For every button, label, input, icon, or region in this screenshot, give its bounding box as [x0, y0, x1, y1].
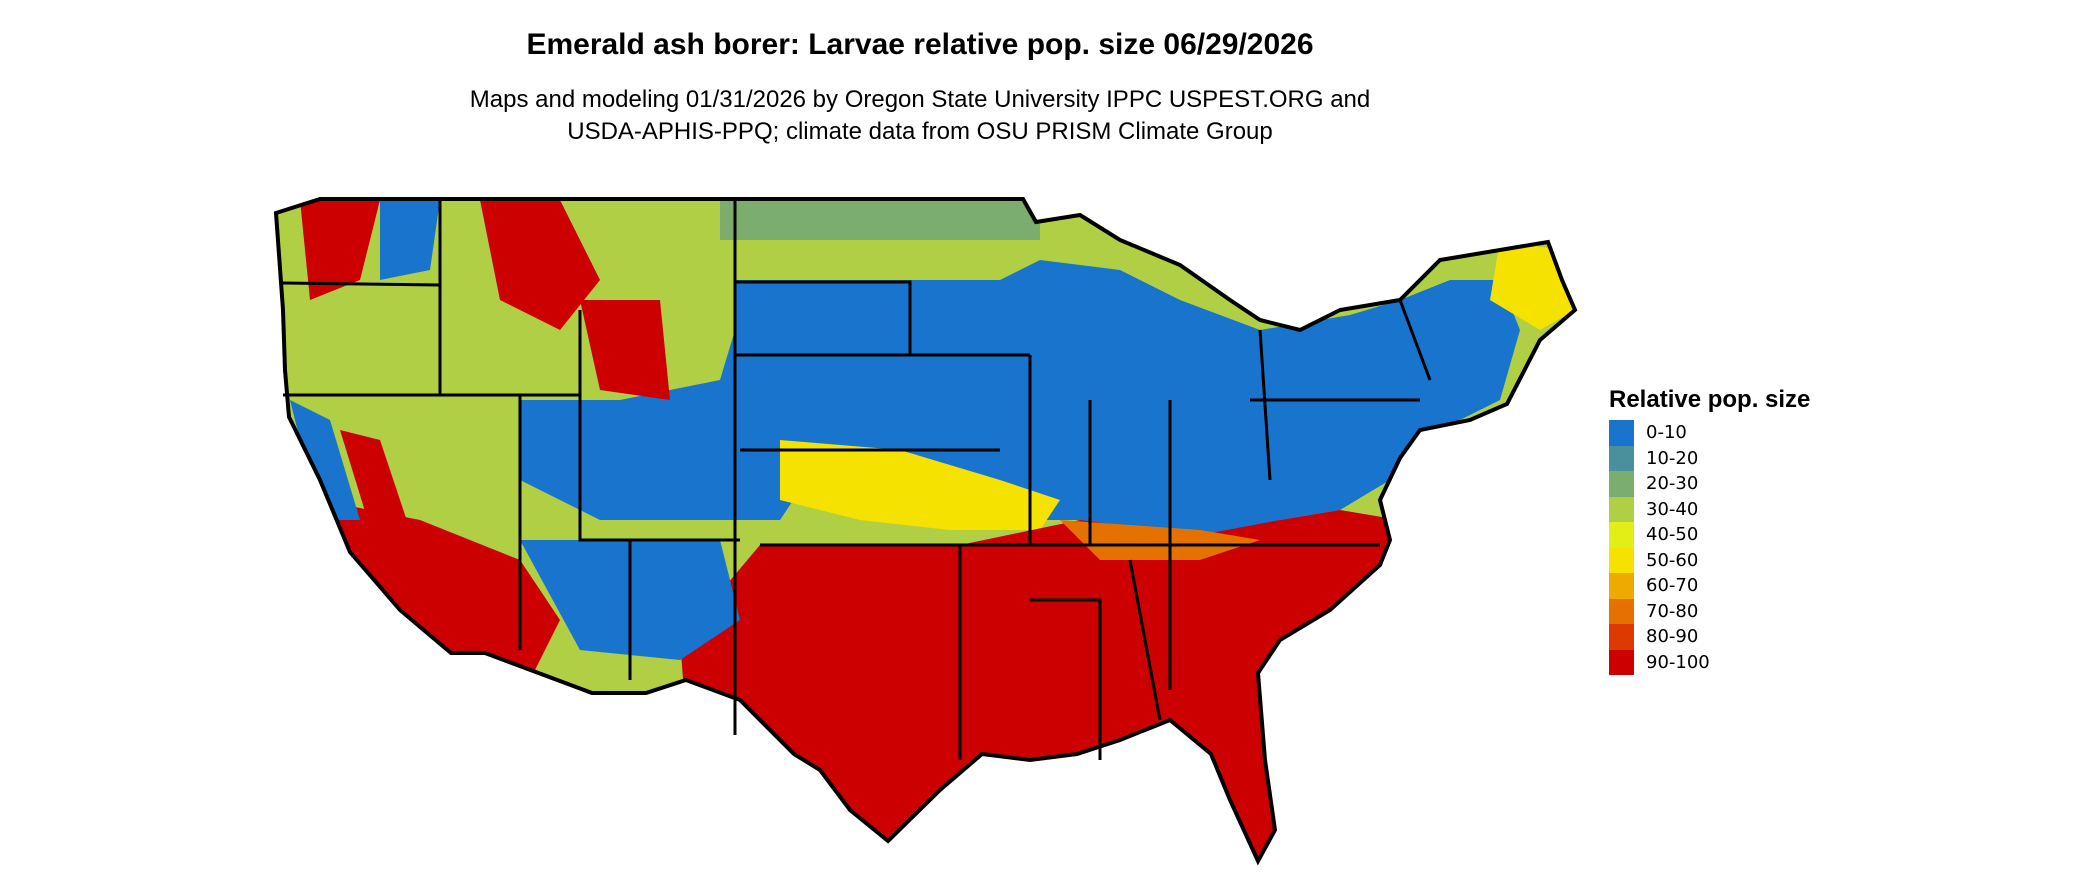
legend-item: 60-70 [1609, 573, 1810, 599]
legend-label: 60-70 [1646, 575, 1699, 597]
legend-swatch [1609, 445, 1634, 471]
legend-swatch [1609, 573, 1634, 599]
legend-item: 70-80 [1609, 598, 1810, 624]
legend-swatch [1609, 624, 1634, 650]
region-50-60-plains [780, 440, 1060, 530]
region-0-10-northwest [380, 200, 440, 280]
legend: Relative pop. size 0-10 10-20 20-30 30-40 40… [1609, 386, 1810, 675]
region-90-100-idaho [480, 200, 600, 330]
region-0-10-west [520, 400, 720, 520]
region-90-100-cascades [300, 200, 380, 300]
region-70-80 [1060, 520, 1260, 560]
legend-label: 80-90 [1646, 626, 1699, 648]
legend-swatch [1609, 420, 1634, 446]
legend-title: Relative pop. size [1609, 386, 1811, 413]
region-20-30-north [720, 199, 1040, 240]
region-90-100-central-valley [340, 430, 420, 560]
legend-label: 0-10 [1646, 422, 1687, 444]
legend-item: 50-60 [1609, 547, 1810, 573]
legend-item: 30-40 [1609, 496, 1810, 522]
region-90-100-south [680, 510, 1420, 861]
legend-label: 10-20 [1646, 447, 1699, 469]
legend-label: 20-30 [1646, 473, 1699, 495]
region-0-10-california-coast [290, 400, 360, 520]
legend-swatch [1609, 496, 1634, 522]
legend-swatch [1609, 522, 1634, 548]
legend-swatch [1609, 598, 1634, 624]
legend-label: 40-50 [1646, 524, 1699, 546]
region-90-100-wyoming [580, 300, 670, 400]
state-borders [282, 199, 1432, 760]
map-subtitle-line-1: Maps and modeling 01/31/2026 by Oregon S… [469, 86, 1371, 113]
map-title: Emerald ash borer: Larvae relative pop. … [526, 28, 1314, 61]
legend-label: 90-100 [1646, 651, 1710, 673]
legend-swatch [1609, 547, 1634, 573]
legend-label: 30-40 [1646, 498, 1699, 520]
legend-swatch [1609, 471, 1634, 497]
legend-item: 80-90 [1609, 624, 1810, 650]
legend-label: 50-60 [1646, 549, 1699, 571]
legend-item: 0-10 [1609, 420, 1810, 446]
legend-item: 20-30 [1609, 471, 1810, 497]
legend-item: 90-100 [1609, 649, 1810, 675]
legend-item: 40-50 [1609, 522, 1810, 548]
map-subtitle-line-2: USDA-APHIS-PPQ; climate data from OSU PR… [567, 118, 1273, 145]
legend-swatch [1609, 649, 1634, 675]
legend-label: 70-80 [1646, 600, 1699, 622]
legend-item: 10-20 [1609, 445, 1810, 471]
